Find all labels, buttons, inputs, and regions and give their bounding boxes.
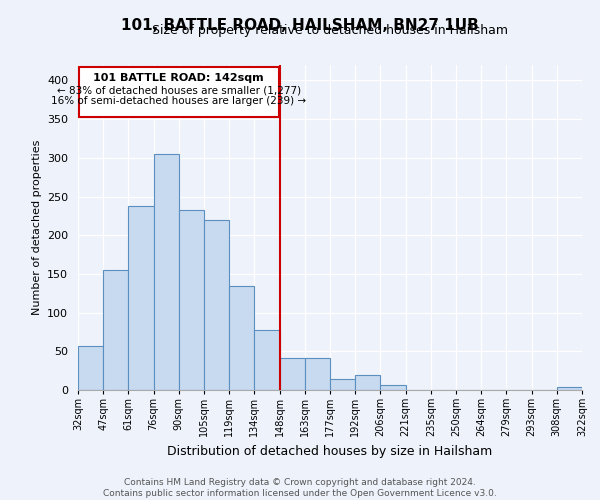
Bar	[179, 210, 204, 390]
Bar	[78, 346, 103, 390]
Y-axis label: Number of detached properties: Number of detached properties	[32, 140, 41, 315]
Bar	[557, 387, 582, 390]
Text: Contains HM Land Registry data © Crown copyright and database right 2024.
Contai: Contains HM Land Registry data © Crown c…	[103, 478, 497, 498]
Bar	[330, 379, 355, 390]
Bar	[204, 220, 229, 390]
Title: Size of property relative to detached houses in Hailsham: Size of property relative to detached ho…	[152, 24, 508, 38]
Bar	[254, 330, 280, 390]
Text: 16% of semi-detached houses are larger (239) →: 16% of semi-detached houses are larger (…	[51, 96, 307, 106]
Bar	[103, 270, 128, 390]
Bar	[280, 358, 305, 390]
Text: 101, BATTLE ROAD, HAILSHAM, BN27 1UB: 101, BATTLE ROAD, HAILSHAM, BN27 1UB	[121, 18, 479, 32]
Bar	[355, 374, 380, 390]
X-axis label: Distribution of detached houses by size in Hailsham: Distribution of detached houses by size …	[167, 444, 493, 458]
Bar	[128, 206, 154, 390]
Text: ← 83% of detached houses are smaller (1,277): ← 83% of detached houses are smaller (1,…	[57, 85, 301, 95]
Bar	[305, 358, 330, 390]
Text: 101 BATTLE ROAD: 142sqm: 101 BATTLE ROAD: 142sqm	[94, 72, 264, 83]
Bar	[154, 154, 179, 390]
Bar	[79, 66, 279, 117]
Bar	[380, 384, 406, 390]
Bar	[229, 286, 254, 390]
